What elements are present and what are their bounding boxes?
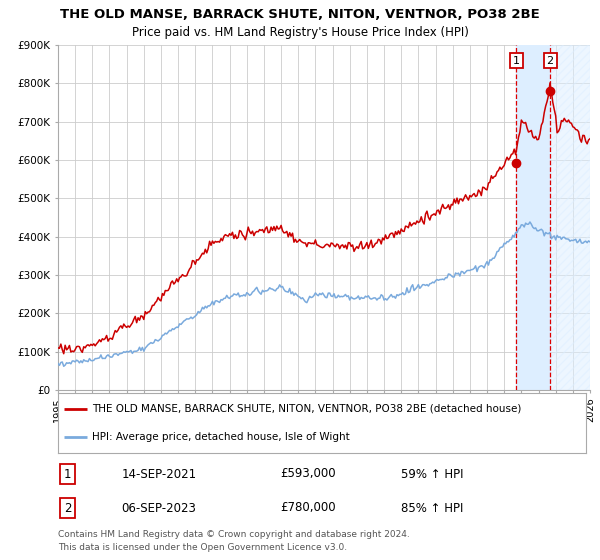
Text: This data is licensed under the Open Government Licence v3.0.: This data is licensed under the Open Gov… [58, 543, 347, 552]
Text: 1: 1 [513, 55, 520, 66]
Text: THE OLD MANSE, BARRACK SHUTE, NITON, VENTNOR, PO38 2BE (detached house): THE OLD MANSE, BARRACK SHUTE, NITON, VEN… [92, 404, 521, 414]
Text: 59% ↑ HPI: 59% ↑ HPI [401, 468, 464, 480]
Text: 2: 2 [547, 55, 554, 66]
Text: 85% ↑ HPI: 85% ↑ HPI [401, 502, 464, 515]
Text: 2: 2 [64, 502, 71, 515]
Text: 06-SEP-2023: 06-SEP-2023 [121, 502, 196, 515]
Bar [517, 45, 550, 390]
Text: Price paid vs. HM Land Registry's House Price Index (HPI): Price paid vs. HM Land Registry's House … [131, 26, 469, 39]
Text: 1: 1 [64, 468, 71, 480]
Text: THE OLD MANSE, BARRACK SHUTE, NITON, VENTNOR, PO38 2BE: THE OLD MANSE, BARRACK SHUTE, NITON, VEN… [60, 8, 540, 21]
Text: Contains HM Land Registry data © Crown copyright and database right 2024.: Contains HM Land Registry data © Crown c… [58, 530, 410, 539]
Text: 14-SEP-2021: 14-SEP-2021 [121, 468, 196, 480]
Bar [550, 45, 590, 390]
Text: £780,000: £780,000 [280, 502, 335, 515]
Text: £593,000: £593,000 [280, 468, 335, 480]
Text: HPI: Average price, detached house, Isle of Wight: HPI: Average price, detached house, Isle… [92, 432, 350, 442]
